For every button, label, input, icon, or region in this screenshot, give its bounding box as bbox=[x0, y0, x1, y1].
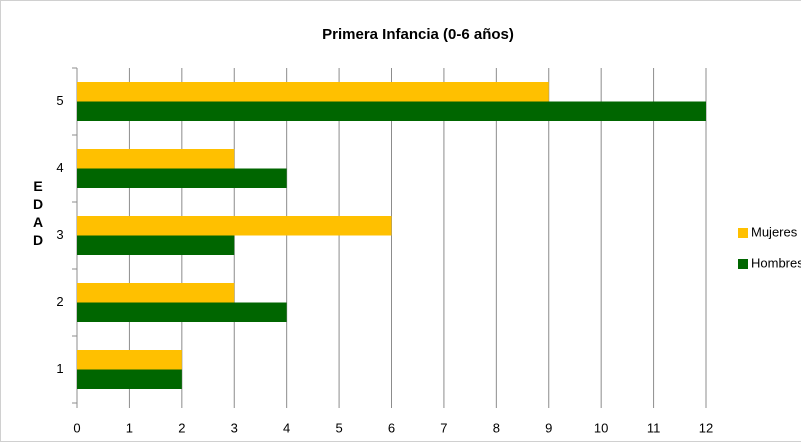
bar bbox=[77, 235, 235, 255]
y-tick-label: 2 bbox=[56, 294, 63, 309]
bar bbox=[77, 101, 706, 121]
bar bbox=[77, 369, 182, 389]
legend-label: Hombres bbox=[751, 255, 801, 270]
y-tick-label: 1 bbox=[56, 361, 63, 376]
x-tick-label: 12 bbox=[699, 420, 713, 435]
bar bbox=[77, 149, 235, 169]
bar bbox=[77, 283, 235, 303]
x-tick-label: 6 bbox=[388, 420, 395, 435]
x-tick-label: 7 bbox=[440, 420, 447, 435]
x-tick-label: 8 bbox=[493, 420, 500, 435]
x-tick-label: 11 bbox=[647, 420, 661, 435]
bar bbox=[77, 350, 182, 370]
y-tick-label: 4 bbox=[56, 160, 63, 175]
y-tick-label: 3 bbox=[56, 227, 63, 242]
y-tick-label: 5 bbox=[56, 93, 63, 108]
x-tick-label: 4 bbox=[283, 420, 290, 435]
x-tick-label: 2 bbox=[178, 420, 185, 435]
x-tick-label: 10 bbox=[594, 420, 608, 435]
x-tick-label: 3 bbox=[231, 420, 238, 435]
legend-swatch bbox=[738, 259, 748, 269]
chart-title: Primera Infancia (0-6 años) bbox=[322, 26, 514, 43]
bar bbox=[77, 216, 392, 236]
bar bbox=[77, 168, 287, 188]
x-tick-label: 9 bbox=[545, 420, 552, 435]
legend-swatch bbox=[738, 228, 748, 238]
x-tick-label: 5 bbox=[335, 420, 342, 435]
x-tick-label: 0 bbox=[73, 420, 80, 435]
x-tick-label: 1 bbox=[126, 420, 133, 435]
bar bbox=[77, 302, 287, 322]
y-axis-label: EDAD bbox=[30, 178, 46, 250]
bar bbox=[77, 82, 549, 102]
legend-label: Mujeres bbox=[751, 224, 798, 239]
